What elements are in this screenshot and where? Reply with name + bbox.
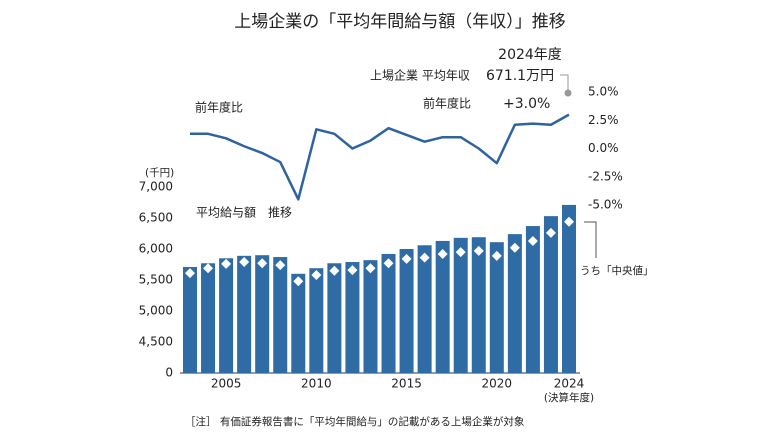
bar [507,234,522,373]
x-tick-label: 2010 [301,377,332,391]
bar [219,258,234,373]
bar [255,255,270,373]
bar [309,268,324,373]
median-marker [239,257,250,268]
y-axis-label: (千円) [145,167,174,179]
y-tick-label: 6,500 [139,211,173,225]
bar [363,260,378,373]
y-tick-label: 5,500 [139,273,173,287]
bar [201,263,216,373]
annotation: 上場企業 平均年収 [370,68,470,83]
median-marker [509,242,520,253]
annotation: 2024年度 [498,47,562,63]
median-marker [383,258,394,269]
annotation: +3.0% [503,96,550,112]
bar [291,273,306,373]
callout-line [560,74,569,90]
bar [381,253,396,373]
bar [273,257,288,373]
x-axis-label: (決算年度) [544,391,594,404]
median-marker [365,263,376,274]
median-marker [419,252,430,263]
y-tick-label: 0 [165,366,173,380]
x-tick-label: 2015 [391,377,422,391]
bar [453,237,468,373]
y2-tick-label: -2.5% [588,169,623,183]
y2-tick-label: 2.5% [588,113,619,127]
y2-tick-label: 0.0% [588,141,619,155]
callout-bracket [584,221,597,258]
callout-dot [564,89,572,97]
bar [237,255,252,373]
y-tick-label: 4,500 [139,335,173,349]
median-marker [293,276,304,287]
chart-title: 上場企業の「平均年間給与額（年収）」推移 [234,12,566,32]
y-tick-label: 5,000 [139,304,173,318]
median-marker [185,268,195,279]
annotation: 671.1万円 [486,68,554,84]
y-tick-label: 7,000 [139,180,173,194]
median-marker [221,258,232,269]
median-marker [491,250,502,261]
bar [417,245,432,373]
median-marker [473,245,484,256]
bar [435,240,450,373]
median-marker [527,235,538,246]
median-marker [437,248,448,259]
bar [183,266,197,373]
bar [345,262,360,373]
bar [399,249,414,373]
y2-tick-label: 5.0% [588,85,619,99]
median-marker [455,247,466,258]
annotation: 前年度比 [423,96,471,111]
median-marker [564,216,574,227]
bar [489,242,504,373]
legend-median: うち「中央値」 [580,264,654,277]
median-marker [545,227,556,238]
median-marker [401,253,412,264]
bar [525,226,540,373]
yoy-line [190,113,570,201]
x-tick-label: 2020 [482,377,513,391]
median-marker [311,270,322,281]
note: ［注］ 有価証券報告書に「平均年間給与」の記載がある上場企業が対象 [185,415,524,428]
median-marker [275,260,286,271]
median-marker [329,265,340,276]
median-marker [257,258,268,269]
bar [543,216,558,373]
x-tick-label: 2024 [554,377,585,391]
legend-line: 前年度比 [195,100,243,115]
bar [327,263,342,373]
bar [562,204,576,373]
median-marker [347,265,358,276]
bar [471,237,486,373]
y2-tick-label: -5.0% [588,198,623,212]
median-marker [203,263,214,274]
y-tick-label: 6,000 [139,242,173,256]
legend-bar: 平均給与額 推移 [196,206,292,220]
x-tick-label: 2005 [211,377,242,391]
